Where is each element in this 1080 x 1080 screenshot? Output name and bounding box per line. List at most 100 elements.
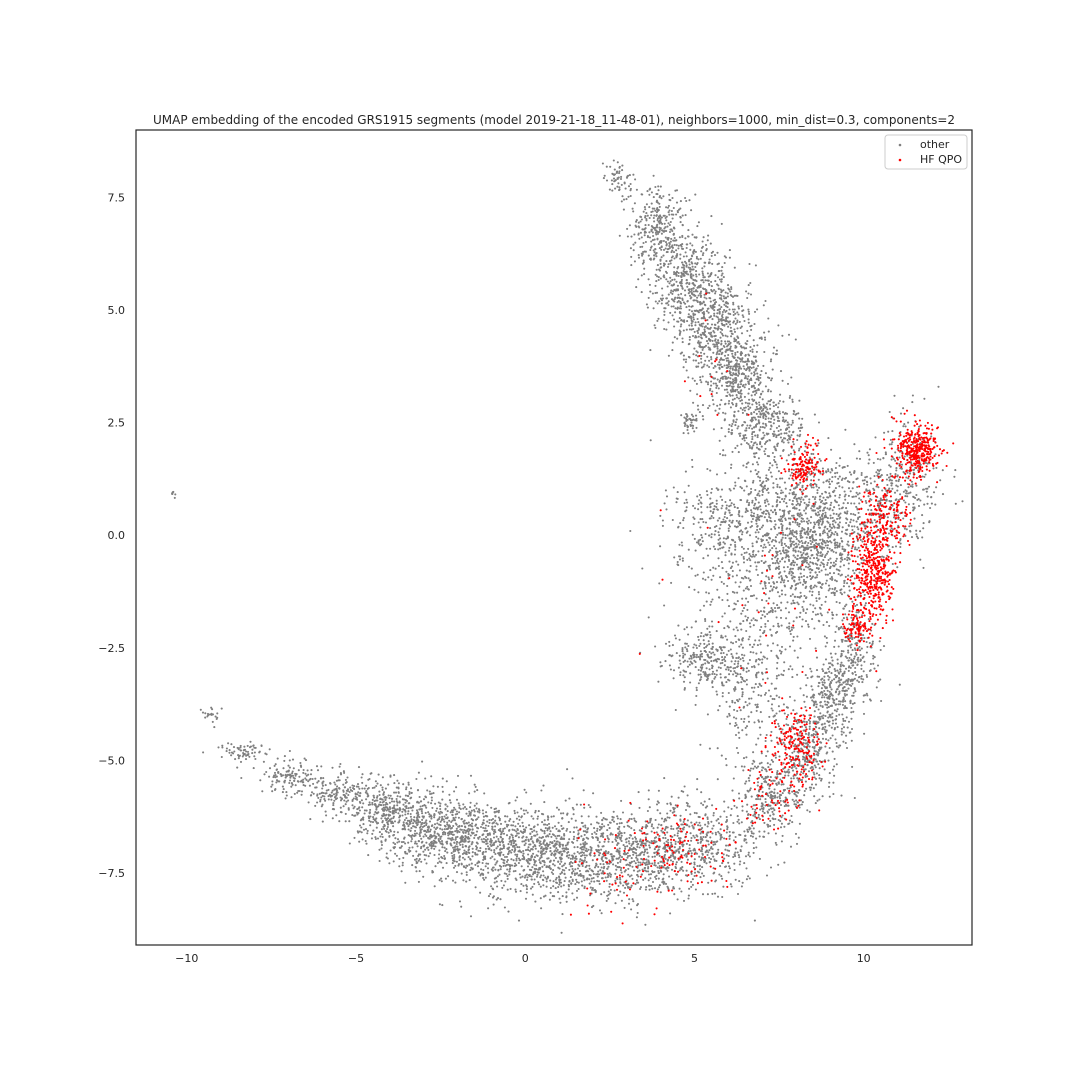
point-other — [799, 572, 802, 575]
point-other — [778, 419, 781, 423]
point-other — [749, 424, 752, 427]
point-other — [731, 590, 734, 593]
point-other — [751, 350, 754, 353]
point-other — [665, 495, 669, 498]
point-other — [624, 187, 627, 190]
point-other — [814, 647, 817, 650]
point-other — [724, 402, 727, 405]
point-other — [754, 434, 757, 437]
point-other — [871, 622, 874, 625]
point-other — [641, 254, 644, 257]
point-other — [677, 274, 680, 278]
point-other — [755, 402, 758, 405]
point-other — [668, 209, 671, 212]
point-other — [688, 663, 691, 666]
point-other — [745, 569, 748, 572]
point-other — [656, 217, 659, 220]
point-other — [779, 477, 782, 480]
point-other — [688, 263, 691, 266]
point-other — [714, 290, 717, 293]
point-other — [737, 477, 740, 480]
point-other — [825, 552, 829, 555]
point-other — [747, 443, 750, 446]
point-other — [813, 627, 816, 630]
point-other — [755, 412, 758, 415]
point-other — [732, 313, 735, 317]
point-other — [692, 654, 695, 657]
point-other — [827, 584, 831, 587]
point-other — [728, 423, 731, 426]
point-other — [793, 750, 796, 753]
point-other — [721, 272, 724, 275]
point-other — [635, 219, 638, 222]
point-other — [717, 709, 720, 712]
point-other — [757, 537, 760, 540]
point-other — [805, 495, 808, 498]
point-other — [762, 512, 765, 515]
point-other — [804, 611, 807, 615]
point-other — [748, 553, 751, 556]
point-other — [804, 580, 808, 583]
point-other — [721, 347, 724, 350]
point-other — [702, 571, 705, 574]
point-other — [710, 578, 713, 581]
point-other — [711, 307, 714, 310]
point-other — [689, 248, 692, 251]
point-other — [745, 290, 748, 293]
point-other — [785, 432, 788, 435]
point-other — [790, 531, 793, 534]
point-other — [756, 434, 759, 437]
point-other — [829, 529, 832, 532]
point-other — [740, 628, 743, 631]
point-other — [654, 291, 657, 295]
point-other — [843, 490, 846, 493]
point-other — [704, 243, 708, 247]
point-other — [714, 659, 717, 662]
point-other — [745, 683, 748, 686]
point-other — [861, 681, 864, 684]
point-other — [733, 330, 737, 333]
point-other — [729, 365, 732, 368]
point-other — [694, 666, 697, 669]
point-other — [768, 537, 772, 540]
point-other — [723, 627, 726, 630]
point-other — [783, 712, 786, 715]
point-other — [699, 650, 702, 653]
point-other — [792, 554, 795, 557]
point-other — [745, 485, 748, 488]
point-other — [829, 652, 832, 655]
point-other — [643, 228, 646, 231]
point-other — [756, 703, 759, 706]
point-other — [726, 625, 729, 628]
point-other — [752, 426, 756, 429]
point-other — [835, 551, 838, 554]
point-other — [744, 480, 747, 483]
point-other — [632, 243, 635, 246]
point-other — [798, 399, 801, 402]
point-other — [746, 329, 749, 332]
point-other — [873, 480, 876, 483]
point-other — [710, 271, 713, 275]
point-other — [839, 565, 842, 568]
point-other — [816, 548, 819, 551]
point-other — [762, 364, 765, 367]
point-other — [736, 327, 739, 330]
point-other — [638, 226, 641, 229]
point-other — [788, 477, 791, 480]
point-other — [699, 285, 702, 289]
point-other — [850, 727, 854, 731]
point-other — [908, 525, 911, 528]
point-other — [779, 393, 782, 396]
point-other — [762, 422, 765, 425]
point-other — [731, 422, 734, 426]
point-other — [781, 536, 784, 539]
point-other — [663, 313, 666, 316]
point-other — [846, 680, 849, 683]
point-other — [801, 605, 804, 609]
point-other — [676, 560, 679, 564]
point-other — [710, 334, 713, 337]
point-other — [822, 481, 825, 484]
point-other — [757, 671, 760, 674]
point-other — [833, 594, 836, 597]
point-other — [758, 396, 762, 399]
